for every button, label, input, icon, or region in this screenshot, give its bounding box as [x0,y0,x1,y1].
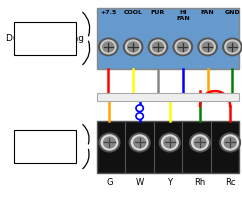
Text: Rc: Rc [225,178,235,187]
FancyBboxPatch shape [97,93,239,101]
Circle shape [101,135,118,150]
Text: Rh: Rh [194,178,206,187]
Circle shape [104,137,115,148]
Circle shape [192,135,208,150]
Text: Trailer wiring: Trailer wiring [145,94,191,100]
FancyBboxPatch shape [14,22,76,55]
Circle shape [200,40,215,54]
Circle shape [148,38,168,56]
Text: Hunter wiring: Hunter wiring [14,142,76,151]
Circle shape [175,40,190,54]
Circle shape [123,38,143,56]
Text: +7.5: +7.5 [100,10,116,15]
Text: DuoTherm wiring: DuoTherm wiring [6,34,84,43]
Circle shape [136,113,143,119]
Circle shape [99,38,118,56]
Circle shape [99,133,120,152]
Circle shape [224,137,236,148]
Circle shape [159,133,180,152]
Circle shape [128,42,139,52]
FancyBboxPatch shape [97,121,239,173]
Circle shape [103,42,114,52]
Circle shape [223,38,242,56]
Text: COOL: COOL [124,10,143,15]
Circle shape [101,40,116,54]
FancyBboxPatch shape [14,130,76,163]
Text: HI
FAN: HI FAN [176,10,190,21]
Circle shape [164,137,176,148]
Circle shape [225,40,240,54]
Circle shape [131,135,148,150]
Text: G: G [106,178,113,187]
Text: W: W [136,178,144,187]
Text: GND: GND [225,10,240,15]
Circle shape [126,40,141,54]
Circle shape [222,135,238,150]
Circle shape [202,42,213,52]
Circle shape [190,133,210,152]
Circle shape [129,133,150,152]
Text: Y: Y [167,178,172,187]
Circle shape [152,42,164,52]
Circle shape [220,133,241,152]
Circle shape [227,42,238,52]
Circle shape [173,38,192,56]
Text: FUR: FUR [151,10,165,15]
Circle shape [150,40,166,54]
Text: FAN: FAN [201,10,214,15]
Circle shape [161,135,178,150]
FancyBboxPatch shape [97,8,239,69]
Circle shape [177,42,188,52]
Circle shape [198,38,217,56]
Circle shape [194,137,206,148]
Circle shape [134,137,146,148]
Circle shape [136,105,143,111]
